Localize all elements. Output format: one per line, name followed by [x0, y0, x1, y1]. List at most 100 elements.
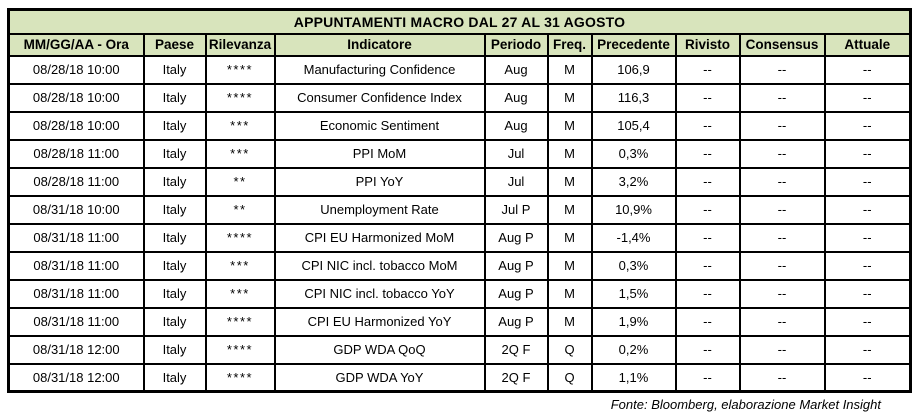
cell-indicatore: CPI EU Harmonized YoY: [273, 306, 486, 337]
table-row: 08/31/18 11:00 Italy **** CPI EU Harmonized…: [7, 306, 912, 337]
cell-freq: M: [546, 54, 593, 85]
cell-rilevanza: **: [204, 194, 276, 225]
cell-freq: Q: [546, 334, 593, 365]
page-title: APPUNTAMENTI MACRO DAL 27 AL 31 AGOSTO: [7, 8, 912, 35]
cell-indicatore: GDP WDA QoQ: [273, 334, 486, 365]
cell-attuale: --: [823, 82, 912, 113]
cell-consensus: --: [738, 334, 826, 365]
cell-precedente: 10,9%: [590, 194, 677, 225]
cell-datetime: 08/28/18 10:00: [7, 110, 145, 141]
cell-periodo: Aug P: [483, 278, 549, 309]
table-row: 08/31/18 11:00 Italy *** CPI NIC incl. toba…: [7, 250, 912, 281]
cell-consensus: --: [738, 278, 826, 309]
cell-attuale: --: [823, 194, 912, 225]
cell-consensus: --: [738, 222, 826, 253]
cell-periodo: Aug: [483, 82, 549, 113]
cell-datetime: 08/31/18 10:00: [7, 194, 145, 225]
cell-rilevanza: ***: [204, 138, 276, 169]
cell-rivisto: --: [674, 334, 741, 365]
cell-consensus: --: [738, 362, 826, 393]
cell-consensus: --: [738, 138, 826, 169]
cell-indicatore: GDP WDA YoY: [273, 362, 486, 393]
cell-freq: M: [546, 222, 593, 253]
column-header-datetime: MM/GG/AA - Ora: [7, 32, 145, 57]
cell-paese: Italy: [142, 82, 207, 113]
cell-consensus: --: [738, 82, 826, 113]
cell-consensus: --: [738, 194, 826, 225]
cell-freq: M: [546, 138, 593, 169]
cell-rilevanza: ****: [204, 82, 276, 113]
column-header-consensus: Consensus: [738, 32, 826, 57]
table-row: 08/31/18 11:00 Italy *** CPI NIC incl. toba…: [7, 278, 912, 309]
cell-indicatore: Economic Sentiment: [273, 110, 486, 141]
column-header-rilevanza: Rilevanza: [204, 32, 276, 57]
cell-periodo: Jul: [483, 138, 549, 169]
cell-attuale: --: [823, 278, 912, 309]
column-header-rivisto: Rivisto: [674, 32, 741, 57]
cell-rivisto: --: [674, 306, 741, 337]
cell-paese: Italy: [142, 54, 207, 85]
column-header-periodo: Periodo: [483, 32, 549, 57]
cell-consensus: --: [738, 250, 826, 281]
cell-precedente: 1,5%: [590, 278, 677, 309]
cell-periodo: Aug: [483, 54, 549, 85]
cell-paese: Italy: [142, 138, 207, 169]
cell-paese: Italy: [142, 194, 207, 225]
cell-precedente: 0,3%: [590, 138, 677, 169]
cell-rivisto: --: [674, 110, 741, 141]
cell-rilevanza: ****: [204, 222, 276, 253]
cell-rivisto: --: [674, 278, 741, 309]
table-row: 08/28/18 11:00 Italy *** PPI MoM Jul M 0,3% -- -…: [7, 138, 912, 169]
cell-periodo: Aug: [483, 110, 549, 141]
macro-calendar-table: APPUNTAMENTI MACRO DAL 27 AL 31 AGOSTO M…: [7, 8, 913, 393]
cell-rivisto: --: [674, 138, 741, 169]
cell-indicatore: CPI EU Harmonized MoM: [273, 222, 486, 253]
table-row: 08/28/18 10:00 Italy *** Economic Sentiment…: [7, 110, 912, 141]
column-header-attuale: Attuale: [823, 32, 912, 57]
cell-periodo: Aug P: [483, 250, 549, 281]
cell-indicatore: Manufacturing Confidence: [273, 54, 486, 85]
cell-periodo: Jul: [483, 166, 549, 197]
cell-precedente: 105,4: [590, 110, 677, 141]
cell-freq: M: [546, 194, 593, 225]
cell-paese: Italy: [142, 250, 207, 281]
cell-periodo: Aug P: [483, 222, 549, 253]
cell-paese: Italy: [142, 306, 207, 337]
cell-datetime: 08/28/18 11:00: [7, 166, 145, 197]
cell-rilevanza: **: [204, 166, 276, 197]
table-body: 08/28/18 10:00 Italy **** Manufacturing Con…: [7, 54, 912, 393]
cell-consensus: --: [738, 166, 826, 197]
cell-freq: M: [546, 278, 593, 309]
cell-periodo: 2Q F: [483, 362, 549, 393]
cell-attuale: --: [823, 166, 912, 197]
cell-paese: Italy: [142, 362, 207, 393]
cell-datetime: 08/31/18 11:00: [7, 278, 145, 309]
cell-indicatore: Consumer Confidence Index: [273, 82, 486, 113]
cell-rilevanza: ***: [204, 250, 276, 281]
cell-precedente: 1,9%: [590, 306, 677, 337]
cell-indicatore: CPI NIC incl. tobacco YoY: [273, 278, 486, 309]
cell-datetime: 08/31/18 12:00: [7, 362, 145, 393]
cell-attuale: --: [823, 138, 912, 169]
column-header-indicatore: Indicatore: [273, 32, 486, 57]
cell-indicatore: PPI YoY: [273, 166, 486, 197]
cell-datetime: 08/28/18 10:00: [7, 54, 145, 85]
cell-attuale: --: [823, 362, 912, 393]
cell-paese: Italy: [142, 334, 207, 365]
column-header-freq: Freq.: [546, 32, 593, 57]
cell-rivisto: --: [674, 194, 741, 225]
cell-datetime: 08/31/18 11:00: [7, 306, 145, 337]
cell-rivisto: --: [674, 222, 741, 253]
cell-freq: M: [546, 110, 593, 141]
cell-attuale: --: [823, 110, 912, 141]
table-row: 08/31/18 10:00 Italy ** Unemployment Rate Ju…: [7, 194, 912, 225]
cell-rilevanza: ****: [204, 306, 276, 337]
cell-periodo: Aug P: [483, 306, 549, 337]
cell-freq: M: [546, 250, 593, 281]
header-row: MM/GG/AA - Ora Paese Rilevanza Indicatore Pe…: [7, 32, 912, 57]
cell-attuale: --: [823, 306, 912, 337]
cell-consensus: --: [738, 306, 826, 337]
table-row: 08/28/18 10:00 Italy **** Consumer Confiden…: [7, 82, 912, 113]
